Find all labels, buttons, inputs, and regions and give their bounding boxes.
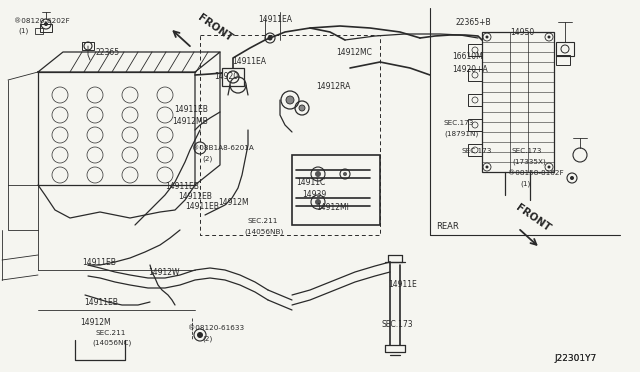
Circle shape (547, 35, 550, 38)
Text: 14911C: 14911C (296, 178, 325, 187)
Text: SEC.211: SEC.211 (95, 330, 125, 336)
Circle shape (299, 105, 305, 111)
Text: 14912W: 14912W (148, 268, 179, 277)
Text: ®08120-6202F: ®08120-6202F (14, 18, 70, 24)
Text: 14912RA: 14912RA (316, 82, 350, 91)
Text: (1): (1) (520, 180, 531, 186)
Text: J22301Y7: J22301Y7 (554, 354, 596, 363)
Text: 22365: 22365 (95, 48, 119, 57)
Bar (556, 42, 574, 56)
Text: SEC.173: SEC.173 (382, 320, 413, 329)
Text: 14911EA: 14911EA (232, 57, 266, 66)
Bar (468, 69, 482, 81)
Text: 14912MI: 14912MI (316, 203, 349, 212)
Circle shape (547, 166, 550, 169)
Bar (482, 32, 554, 172)
Bar (556, 55, 570, 65)
Text: 14911EB: 14911EB (165, 182, 199, 191)
Bar (82, 42, 94, 50)
Text: 14950: 14950 (510, 28, 534, 37)
Text: (14056NC): (14056NC) (92, 340, 131, 346)
Text: 14911EB: 14911EB (185, 202, 219, 211)
Circle shape (570, 176, 574, 180)
Text: FRONT: FRONT (514, 203, 552, 234)
Text: SEC.173: SEC.173 (444, 120, 474, 126)
Text: J22301Y7: J22301Y7 (554, 354, 596, 363)
Text: SEC.173: SEC.173 (462, 148, 492, 154)
Text: ®08B1A8-6201A: ®08B1A8-6201A (192, 145, 254, 151)
Text: 14911EB: 14911EB (84, 298, 118, 307)
Text: 14912M: 14912M (80, 318, 111, 327)
Text: 14920+A: 14920+A (452, 65, 488, 74)
Bar (468, 94, 482, 106)
Circle shape (486, 166, 488, 169)
Circle shape (315, 171, 321, 177)
Circle shape (268, 35, 273, 41)
Text: SEC.173: SEC.173 (512, 148, 542, 154)
Text: 14912MB: 14912MB (172, 117, 208, 126)
Circle shape (315, 199, 321, 205)
Bar (35, 28, 43, 34)
Bar (468, 119, 482, 131)
Text: 14912MC: 14912MC (336, 48, 372, 57)
Text: (14056NB): (14056NB) (244, 228, 284, 234)
Text: ®08158-8162F: ®08158-8162F (508, 170, 564, 176)
Circle shape (286, 96, 294, 104)
Text: REAR: REAR (436, 222, 459, 231)
Text: (1): (1) (18, 27, 28, 33)
Text: 14911EB: 14911EB (82, 258, 116, 267)
Text: 14912M: 14912M (218, 198, 248, 207)
Text: (18791N): (18791N) (444, 130, 478, 137)
Text: 22365+B: 22365+B (456, 18, 492, 27)
Text: FRONT: FRONT (196, 13, 234, 44)
Text: SEC.211: SEC.211 (248, 218, 278, 224)
Text: 14911EB: 14911EB (178, 192, 212, 201)
Circle shape (197, 332, 203, 338)
Circle shape (343, 172, 347, 176)
Circle shape (44, 22, 48, 26)
Bar (468, 44, 482, 56)
Text: 14920: 14920 (214, 72, 238, 81)
Bar (40, 24, 52, 32)
Text: 14911E: 14911E (388, 280, 417, 289)
Text: ®08120-61633: ®08120-61633 (188, 325, 244, 331)
Bar (292, 155, 380, 225)
Text: 14939: 14939 (302, 190, 326, 199)
Circle shape (486, 35, 488, 38)
Text: (17335X): (17335X) (512, 158, 546, 164)
Text: 14911EA: 14911EA (258, 15, 292, 24)
Text: 14911EB: 14911EB (174, 105, 208, 114)
Bar (468, 144, 482, 156)
Text: (2): (2) (202, 155, 212, 161)
Text: 16610M: 16610M (452, 52, 483, 61)
Text: (2): (2) (202, 335, 212, 341)
Bar (222, 68, 244, 86)
